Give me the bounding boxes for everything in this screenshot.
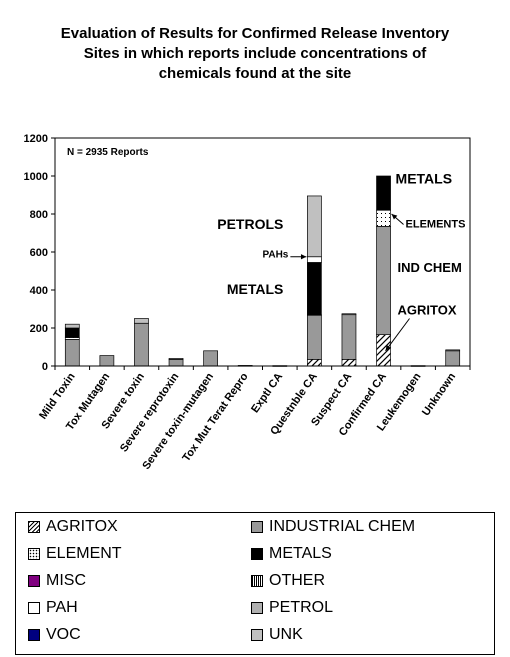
annotation-pahs: PAHs [262, 249, 288, 260]
legend-label-other: OTHER [269, 572, 325, 589]
legend-label-misc: MISC [46, 572, 86, 589]
annotation-agritox-arrow-head [385, 344, 391, 351]
y-tick-label: 0 [42, 361, 48, 373]
legend: AGRITOX INDUSTRIAL CHEM ELEMENT METALS MISC O… [15, 512, 495, 655]
legend-label-metals: METALS [269, 545, 332, 562]
annotation-metals-c: METALS [396, 171, 453, 187]
legend-item-element: ELEMENT [28, 544, 122, 564]
bar-severe-toxin-industrial-chem [134, 322, 149, 367]
bar-mild-toxin-industrial-chem [64, 339, 80, 367]
legend-item-agritox: AGRITOX [28, 517, 118, 537]
bar-questnble-ca-pah [307, 256, 322, 263]
bar-questnble-ca-agritox [307, 359, 322, 367]
bar-questnble-ca-metals [307, 262, 322, 316]
legend-label-element: ELEMENT [46, 545, 122, 562]
bar-severe-reprotoxin-unk [168, 358, 184, 360]
legend-item-pah: PAH [28, 598, 78, 618]
annotation-agritox: AGRITOX [398, 303, 457, 318]
y-tick-label: 400 [30, 285, 48, 297]
bar-unknown-unk [445, 349, 461, 352]
legend-swatch-pah [28, 602, 40, 614]
legend-swatch-petrol [251, 602, 263, 614]
legend-swatch-unk [251, 629, 263, 641]
chart-title-line-2: Sites in which reports include concentra… [83, 45, 427, 62]
chart-title-line-1: Evaluation of Results for Confirmed Rele… [60, 25, 450, 42]
y-tick-label: 1000 [24, 171, 48, 183]
x-tick-label-tox-mut-terat-repro: Tox Mut Terat Repro [180, 371, 250, 464]
bar-tox-mutagen-industrial-chem [99, 355, 115, 367]
legend-swatch-voc [28, 629, 40, 641]
legend-swatch-element [28, 548, 40, 560]
bar-severe-toxin-mutagen-industrial-chem [203, 350, 218, 367]
bar-confirmed-ca-element [376, 209, 391, 227]
annotation-ind-chem: IND CHEM [398, 260, 462, 275]
legend-label-voc: VOC [46, 626, 81, 643]
annotation-metals-q: METALS [227, 281, 284, 297]
legend-item-other: OTHER [251, 571, 325, 591]
chart-title-line-3: chemicals found at the site [158, 65, 352, 82]
y-tick-label: 1200 [24, 133, 48, 145]
legend-item-unk: UNK [251, 625, 303, 645]
bar-severe-reprotoxin-industrial-chem [168, 359, 184, 367]
legend-label-agritox: AGRITOX [46, 518, 118, 535]
y-tick-label: 800 [30, 209, 48, 221]
legend-item-industrial-chem: INDUSTRIAL CHEM [251, 517, 415, 537]
bar-suspect-ca-industrial-chem [341, 314, 357, 360]
annotation-pahs-arrow-head [300, 254, 307, 260]
legend-label-unk: UNK [269, 626, 303, 643]
y-tick-label: 600 [30, 247, 48, 259]
bar-questnble-ca-industrial-chem [307, 315, 322, 360]
x-tick-label-unknown: Unknown [420, 371, 458, 419]
chart-title: Evaluation of Results for Confirmed Rele… [20, 24, 490, 84]
legend-item-misc: MISC [28, 571, 86, 591]
legend-item-petrol: PETROL [251, 598, 333, 618]
y-tick-label: 200 [30, 323, 48, 335]
legend-swatch-metals [251, 548, 263, 560]
legend-item-metals: METALS [251, 544, 332, 564]
legend-item-voc: VOC [28, 625, 81, 645]
legend-swatch-agritox [28, 521, 40, 533]
bar-questnble-ca-unk [307, 195, 322, 258]
bar-confirmed-ca-metals [376, 175, 391, 211]
bar-unknown-industrial-chem [445, 350, 461, 367]
x-tick-label-exptl-ca: Exptl CA [249, 371, 285, 415]
bar-confirmed-ca-industrial-chem [376, 226, 391, 336]
legend-swatch-misc [28, 575, 40, 587]
legend-swatch-industrial-chem [251, 521, 263, 533]
annotation-n-reports: N = 2935 Reports [67, 147, 149, 158]
bar-confirmed-ca-agritox [376, 334, 391, 367]
bar-severe-toxin-unk [134, 318, 149, 324]
legend-label-industrial-chem: INDUSTRIAL CHEM [269, 518, 416, 535]
annotation-elements: ELEMENTS [406, 218, 466, 230]
legend-label-pah: PAH [46, 599, 78, 616]
annotation-elements-arrow-head [391, 214, 398, 220]
bar-mild-toxin-unk [64, 323, 80, 329]
bar-suspect-ca-agritox [341, 359, 357, 367]
annotation-petrols: PETROLS [217, 216, 283, 232]
bar-mild-toxin-metals [64, 327, 80, 338]
legend-swatch-other [251, 575, 263, 587]
legend-label-petrol: PETROL [269, 599, 334, 616]
annotation-agritox-arrow [385, 318, 410, 352]
bar-suspect-ca-unk [341, 313, 357, 316]
